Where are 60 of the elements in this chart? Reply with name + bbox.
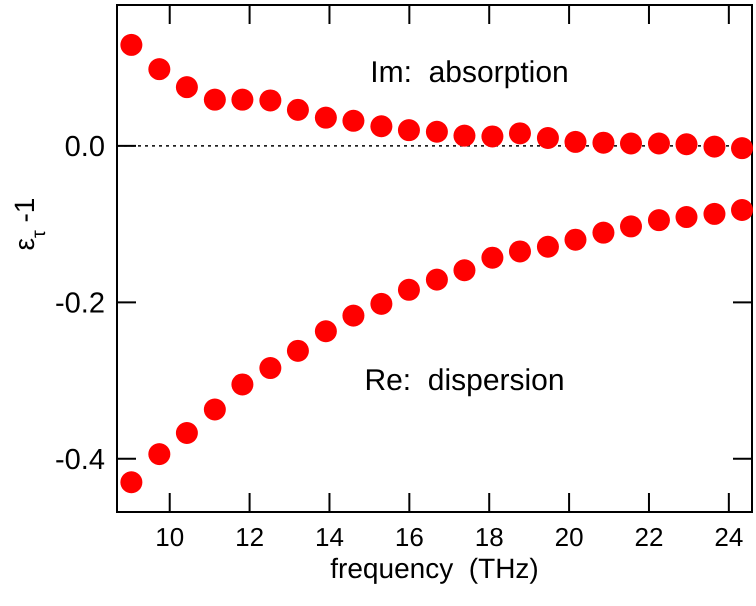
point bbox=[286, 340, 309, 362]
point bbox=[536, 127, 559, 150]
point bbox=[481, 246, 504, 269]
point bbox=[120, 34, 142, 56]
x-axis-title: frequency (THz) bbox=[330, 553, 539, 584]
x-tick-label: 18 bbox=[474, 522, 504, 552]
point bbox=[426, 120, 448, 143]
point bbox=[508, 122, 531, 144]
point bbox=[731, 137, 754, 160]
point bbox=[536, 236, 559, 258]
point bbox=[564, 130, 586, 153]
point bbox=[370, 115, 392, 138]
point bbox=[703, 136, 726, 158]
point bbox=[370, 292, 392, 315]
point bbox=[676, 206, 698, 228]
point bbox=[231, 88, 254, 111]
point bbox=[731, 198, 754, 221]
point bbox=[204, 88, 226, 111]
point bbox=[508, 240, 531, 262]
x-tick-label: 10 bbox=[155, 522, 184, 552]
annotation: Im: absorption bbox=[370, 56, 569, 89]
point bbox=[231, 373, 254, 396]
point bbox=[453, 124, 476, 147]
point bbox=[176, 76, 198, 98]
point bbox=[342, 304, 364, 327]
point bbox=[286, 98, 309, 121]
y-tick-label: -0.4 bbox=[55, 444, 105, 476]
point bbox=[259, 89, 282, 112]
point bbox=[676, 133, 698, 156]
y-tick-label: -0.2 bbox=[55, 287, 105, 320]
point bbox=[204, 398, 226, 421]
point bbox=[453, 259, 476, 282]
point bbox=[314, 106, 337, 129]
point bbox=[426, 268, 448, 291]
point bbox=[148, 58, 170, 80]
point bbox=[592, 132, 614, 154]
point bbox=[592, 222, 614, 244]
x-tick-label: 22 bbox=[634, 522, 664, 552]
point bbox=[342, 110, 364, 132]
x-tick-label: 12 bbox=[235, 522, 264, 552]
point bbox=[398, 119, 420, 142]
point bbox=[564, 228, 586, 251]
point bbox=[148, 443, 170, 466]
point bbox=[703, 202, 726, 225]
point bbox=[648, 209, 670, 232]
x-tick-label: 14 bbox=[315, 522, 344, 552]
x-tick-label: 24 bbox=[714, 522, 744, 552]
x-tick-label: 20 bbox=[554, 522, 584, 552]
point bbox=[314, 320, 337, 342]
point bbox=[259, 357, 282, 380]
y-tick-label: 0.0 bbox=[64, 130, 105, 163]
annotation: Re: dispersion bbox=[364, 364, 565, 397]
point bbox=[620, 132, 642, 154]
x-tick-label: 16 bbox=[394, 522, 424, 552]
point bbox=[120, 471, 142, 494]
point bbox=[620, 215, 642, 238]
point bbox=[481, 125, 504, 148]
point bbox=[648, 132, 670, 154]
point bbox=[398, 278, 420, 301]
point bbox=[176, 422, 198, 444]
